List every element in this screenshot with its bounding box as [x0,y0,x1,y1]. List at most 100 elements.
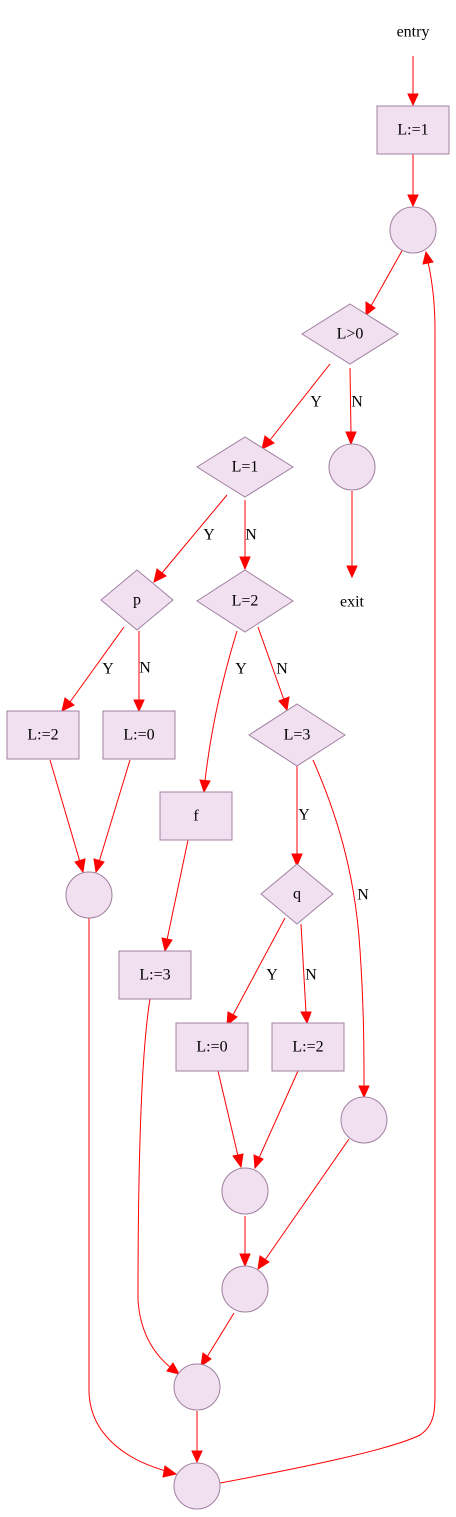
edge-bottom-loop [219,261,436,1484]
arrowhead [232,1153,244,1169]
arrowhead [358,1085,370,1099]
edge-l0q-merge [217,1070,239,1157]
edge-label-eq2-no: N [276,661,288,678]
set-l0-q-box [175,1022,249,1072]
set-l2-q-box [271,1022,345,1072]
edge-label-q-no: N [305,967,317,984]
cond-q-label: q [293,886,301,903]
cond-eq3-label: L=3 [284,727,311,744]
edge-label-eq1-yes: Y [203,527,215,544]
edge-l3-bottom2 [137,998,171,1368]
right-junction [340,1096,388,1144]
set-l2-q-label: L:=2 [292,1039,323,1056]
arrowhead [191,1450,203,1464]
arrowhead [407,93,419,107]
arrowhead [365,301,376,317]
arrowhead [300,1011,312,1025]
set-l3-box [118,950,192,1000]
edge-loop-gt0 [370,248,404,307]
set-l2-label: L:=2 [27,727,58,744]
cond-eq1-diamond [196,436,294,498]
edges [49,56,436,1484]
bottom-merge-junction [173,1462,221,1510]
edge-label-p-no: N [139,660,151,677]
cond-gt0-diamond [301,303,399,365]
cond-eq3-diamond [248,703,346,767]
edge-eq3-rightcircle [312,759,365,1088]
init-box [376,105,450,155]
call-f-box [159,791,233,841]
cond-gt0-label: L>0 [337,326,364,343]
arrowhead [239,556,251,571]
edge-right-lower [264,1138,350,1261]
edge-leftcircle-bottom [88,918,167,1472]
cond-p-label: p [133,592,141,609]
arrowhead [422,250,434,265]
arrowhead [291,853,303,868]
arrowhead [153,568,167,583]
edge-p-l2 [69,626,125,703]
edge-label-eq2-yes: Y [235,661,247,678]
edge-label-eq1-no: N [245,527,257,544]
set-l0-q-label: L:=0 [196,1039,227,1056]
exit-label: exit [340,594,365,611]
cond-p-diamond [100,569,174,631]
set-l3-label: L:=3 [139,967,170,984]
q-merge-junction [221,1167,269,1215]
arrowhead [161,937,173,953]
arrowhead [345,431,357,446]
edge-q-l0 [232,917,286,1016]
call-f-label: f [193,808,199,825]
set-l0-label: L:=0 [123,727,154,744]
loop-junction [389,206,437,254]
edge-label-gt0-yes: Y [310,394,322,411]
edge-label-p-yes: Y [102,661,114,678]
arrowhead [133,699,145,713]
edge-labels: Y N Y N Y N Y N Y N Y N [102,394,369,984]
edge-lower-bottom2 [206,1312,235,1358]
arrowhead [200,1352,212,1368]
arrowhead [199,779,211,794]
arrowhead [166,1362,180,1375]
arrowhead [74,858,86,874]
arrowhead [346,565,358,579]
edge-label-eq3-yes: Y [298,807,310,824]
arrowhead [407,194,419,208]
edge-l2q-merge [258,1070,299,1159]
cond-eq2-label: L=2 [232,593,259,610]
edge-eq2-f [204,630,238,782]
arrowhead [239,1253,251,1268]
edge-label-eq3-no: N [357,887,369,904]
cond-q-diamond [260,863,334,925]
left-merge-junction [65,871,113,919]
init-box-label: L:=1 [397,122,428,139]
set-l0-box [102,710,176,760]
edge-q-l2 [300,923,307,1014]
cond-eq2-diamond [196,569,294,633]
nodes: entry L:=1 L>0 exit L=1 p L=2 L:=2 L:=0 … [6,24,450,1510]
lower-merge-junction [221,1265,269,1313]
edge-eq2-eq3 [257,626,285,701]
arrowhead [261,435,275,450]
set-l2-box [6,710,80,760]
edge-eq1-p [161,494,228,574]
exit-junction [328,443,376,491]
arrowhead [162,1465,178,1478]
arrowhead [61,697,75,712]
edge-gt0-circle [349,367,352,434]
edge-label-gt0-no: N [351,394,363,411]
cond-eq1-label: L=1 [232,459,259,476]
eq2-merge-junction [173,1363,221,1411]
edge-label-q-yes: Y [266,967,278,984]
arrowhead [226,1011,238,1027]
arrowhead [278,696,290,712]
arrowhead [257,1255,270,1271]
edge-l2-circle [49,759,81,863]
edge-gt0-eq1 [269,363,331,441]
entry-label: entry [397,24,430,41]
arrowhead [93,858,105,874]
arrowhead [253,1154,264,1170]
edge-f-l3 [166,839,189,941]
